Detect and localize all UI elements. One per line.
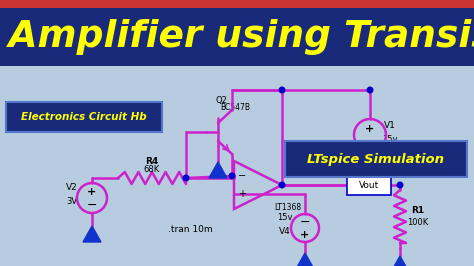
- Polygon shape: [296, 253, 314, 266]
- Text: +: +: [301, 230, 310, 240]
- Text: R1: R1: [411, 206, 425, 215]
- Circle shape: [183, 175, 189, 181]
- FancyBboxPatch shape: [0, 0, 474, 8]
- FancyBboxPatch shape: [285, 141, 467, 177]
- Text: 15v: 15v: [277, 214, 293, 222]
- Text: Electronics Circuit Hb: Electronics Circuit Hb: [21, 112, 147, 122]
- Text: .tran 10m: .tran 10m: [168, 226, 212, 235]
- Text: −: −: [238, 171, 246, 181]
- Circle shape: [367, 87, 373, 93]
- Text: 100K: 100K: [407, 218, 428, 227]
- Text: LT1368: LT1368: [274, 202, 301, 211]
- Text: 15v: 15v: [382, 135, 398, 143]
- Circle shape: [279, 87, 285, 93]
- Polygon shape: [361, 163, 379, 179]
- Text: V2: V2: [66, 184, 78, 193]
- FancyBboxPatch shape: [6, 102, 162, 132]
- Polygon shape: [391, 256, 409, 266]
- Text: −: −: [87, 198, 97, 211]
- Text: Log Amplifier using Transistor: Log Amplifier using Transistor: [0, 19, 474, 55]
- Text: V4: V4: [279, 227, 291, 236]
- Text: V1: V1: [384, 120, 396, 130]
- Circle shape: [229, 173, 235, 179]
- Text: +: +: [238, 189, 246, 199]
- Text: Q2: Q2: [216, 95, 228, 105]
- Text: 3V: 3V: [66, 197, 78, 206]
- Text: BC547B: BC547B: [220, 103, 250, 113]
- Text: U1: U1: [286, 167, 298, 176]
- Polygon shape: [83, 226, 101, 242]
- Text: 68K: 68K: [144, 165, 160, 174]
- Text: +: +: [365, 124, 374, 134]
- Text: −: −: [300, 215, 310, 228]
- Text: Vout: Vout: [359, 181, 379, 190]
- Text: −: −: [365, 135, 375, 148]
- Polygon shape: [209, 162, 227, 178]
- FancyBboxPatch shape: [347, 175, 391, 195]
- Text: R4: R4: [146, 157, 159, 167]
- Circle shape: [397, 182, 403, 188]
- Text: LTspice Simulation: LTspice Simulation: [308, 152, 445, 165]
- Text: +: +: [87, 187, 97, 197]
- FancyBboxPatch shape: [0, 8, 474, 66]
- Circle shape: [279, 182, 285, 188]
